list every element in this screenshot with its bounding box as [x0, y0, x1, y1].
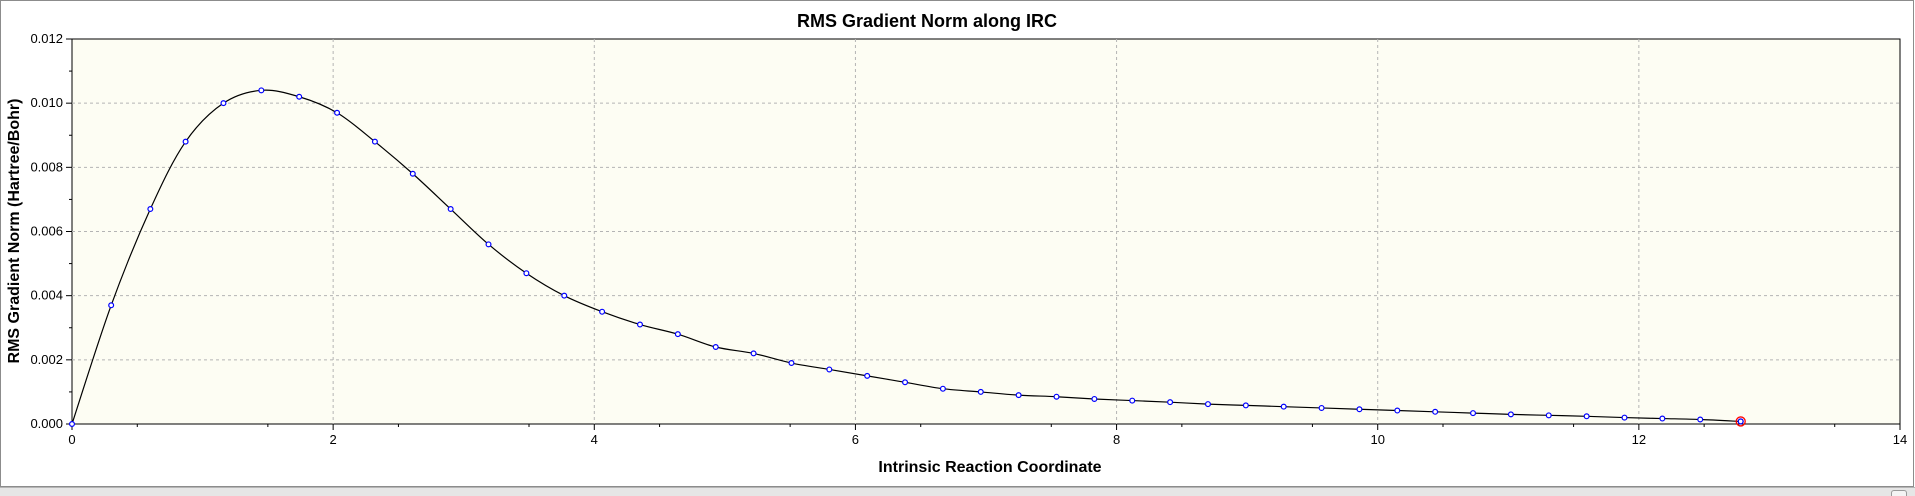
y-tick-label: 0.002 [30, 352, 63, 367]
x-tick-label: 0 [68, 432, 75, 447]
data-point[interactable] [1129, 397, 1136, 404]
grid-lines [72, 39, 1900, 424]
x-tick-label: 6 [852, 432, 859, 447]
data-point[interactable] [485, 241, 492, 248]
data-point[interactable] [864, 372, 871, 379]
data-point[interactable] [1583, 413, 1590, 420]
y-tick-label: 0.004 [30, 288, 63, 303]
y-axis-label: RMS Gradient Norm (Hartree/Bohr) [6, 99, 23, 364]
data-point[interactable] [599, 308, 606, 315]
data-point[interactable] [1356, 406, 1363, 413]
x-tick-label: 4 [591, 432, 598, 447]
data-point[interactable] [674, 331, 681, 338]
data-point[interactable] [258, 87, 265, 94]
data-point[interactable] [447, 206, 454, 213]
x-tick-label: 12 [1632, 432, 1646, 447]
data-point[interactable] [1621, 414, 1628, 421]
data-point[interactable] [1318, 404, 1325, 411]
y-tick-label: 0.008 [30, 159, 63, 174]
series-line [71, 89, 1741, 425]
data-point[interactable] [1659, 415, 1666, 422]
data-point[interactable] [1280, 403, 1287, 410]
y-tick-labels: 0.000 0.002 0.004 0.006 0.008 0.010 0.012 [30, 31, 63, 431]
data-point[interactable] [1091, 395, 1098, 402]
data-point[interactable] [977, 388, 984, 395]
data-point[interactable] [902, 379, 909, 386]
data-point[interactable] [334, 109, 341, 116]
status-bar [0, 487, 1915, 496]
x-tick-labels: 0 2 4 6 8 10 12 14 [68, 432, 1907, 447]
data-point[interactable] [826, 366, 833, 373]
current-data-point[interactable] [1737, 418, 1744, 425]
current-point-marker[interactable] [1735, 416, 1746, 427]
x-tick-label: 2 [330, 432, 337, 447]
data-point[interactable] [523, 270, 530, 277]
data-point[interactable] [1394, 407, 1401, 414]
data-point[interactable] [750, 350, 757, 357]
x-tick-label: 10 [1370, 432, 1384, 447]
data-point[interactable] [561, 292, 568, 299]
data-point[interactable] [68, 421, 75, 428]
data-point[interactable] [409, 170, 416, 177]
data-point[interactable] [1697, 416, 1704, 423]
y-tick-label: 0.006 [30, 224, 63, 239]
axes [66, 38, 1901, 430]
y-tick-label: 0.012 [30, 31, 63, 46]
y-tick-label: 0.010 [30, 95, 63, 110]
y-tick-label: 0.000 [30, 416, 63, 431]
data-point[interactable] [788, 360, 795, 367]
data-point[interactable] [1204, 401, 1211, 408]
data-series [71, 89, 1741, 425]
data-point[interactable] [182, 138, 189, 145]
data-point[interactable] [108, 302, 115, 309]
data-point[interactable] [220, 100, 227, 107]
resize-grip-icon[interactable] [1891, 490, 1907, 496]
data-point[interactable] [296, 93, 303, 100]
data-markers[interactable] [68, 87, 1746, 428]
data-point[interactable] [1507, 411, 1514, 418]
data-point[interactable] [712, 344, 719, 351]
data-point[interactable] [1167, 399, 1174, 406]
x-tick-label: 8 [1113, 432, 1120, 447]
chart-title: RMS Gradient Norm along IRC [797, 11, 1057, 31]
data-point[interactable] [1470, 410, 1477, 417]
data-point[interactable] [939, 385, 946, 392]
data-point[interactable] [1053, 393, 1060, 400]
data-point[interactable] [1545, 412, 1552, 419]
x-axis-label: Intrinsic Reaction Coordinate [878, 459, 1101, 476]
data-point[interactable] [371, 138, 378, 145]
data-point[interactable] [147, 206, 154, 213]
data-point[interactable] [636, 321, 643, 328]
data-point[interactable] [1242, 402, 1249, 409]
data-point[interactable] [1015, 392, 1022, 399]
data-point[interactable] [1432, 408, 1439, 415]
x-tick-label: 14 [1893, 432, 1907, 447]
